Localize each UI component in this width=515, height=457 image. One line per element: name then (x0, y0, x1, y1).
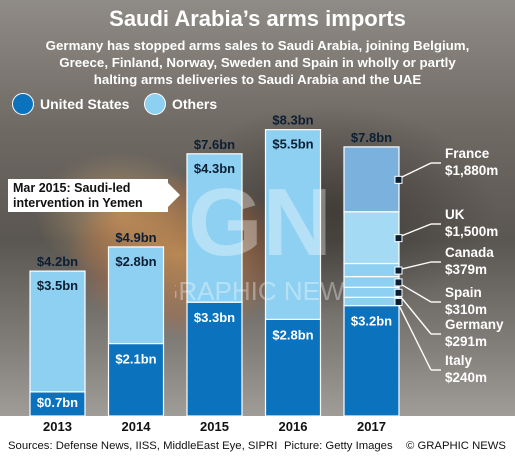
x-tick-label-2013: 2013 (43, 419, 72, 434)
copyright: © GRAPHIC NEWS (406, 440, 506, 452)
us-value-label-2014: $2.1bn (115, 352, 156, 367)
us-value-label-2016: $2.8bn (272, 327, 313, 342)
legend-swatch-others (144, 93, 166, 115)
legend-others: Others (144, 93, 218, 115)
callout-line: intervention in Yemen (13, 196, 143, 210)
bar-2017-france (343, 146, 400, 213)
x-axis: 2013 2014 2015 2016 2017 (0, 416, 515, 437)
breakdown-country-uk: UK (445, 207, 465, 222)
bar-2017-germany (343, 286, 400, 298)
breakdown-value-germany: $291m (445, 334, 487, 349)
connector-germany (396, 291, 432, 335)
bars-layer (29, 129, 400, 417)
bar-others-2013 (29, 270, 86, 393)
connector-italy (396, 301, 432, 371)
bar-2017-italy (343, 296, 400, 307)
sources-text: Sources: Defense News, IISS, MiddleEast … (8, 440, 278, 452)
callout-arrow (168, 183, 180, 207)
breakdown-country-france: France (445, 146, 490, 161)
breakdown-country-germany: Germany (445, 317, 504, 332)
breakdown-value-france: $1,880m (445, 163, 498, 178)
breakdown-value-italy: $240m (445, 370, 487, 385)
subtitle-line: halting arms deliveries to Saudi Arabia … (93, 72, 422, 87)
connector-uk (396, 223, 432, 239)
callout-line: Mar 2015: Saudi-led (13, 181, 131, 195)
yemen-intervention-callout: Mar 2015: Saudi-led intervention in Yeme… (8, 179, 168, 212)
bar-others-2015 (186, 153, 243, 303)
bar-2017-canada (343, 262, 400, 278)
picture-credit: Picture: Getty Images (284, 440, 393, 452)
breakdown-country-canada: Canada (445, 245, 494, 260)
breakdown-value-spain: $310m (445, 302, 487, 317)
explosion-fireball (0, 0, 515, 437)
us-value-label-2015: $3.3bn (194, 310, 235, 325)
connector-marker-canada (394, 266, 403, 275)
bar-others-2016 (264, 129, 322, 320)
others-value-label-2013: $3.5bn (37, 278, 78, 293)
connector-marker-uk (394, 234, 403, 243)
bar-chart: $3.5bn $0.7bn $4.2bn $2.8bn $2.1bn $4.9bn $4.3… (0, 112, 515, 437)
x-tick-label-2014: 2014 (122, 419, 152, 434)
total-label-2017: $7.8bn (351, 130, 392, 145)
bar-us-2013 (29, 391, 86, 417)
breakdown-country-spain: Spain (445, 285, 482, 300)
connector-france (396, 162, 432, 180)
breakdown-value-uk: $1,500m (445, 224, 498, 239)
connector-marker-germany (394, 288, 403, 297)
us-value-label-2017: $3.2bn (351, 314, 392, 329)
legend-label-others: Others (172, 96, 218, 112)
subtitle-line: Germany has stopped arms sales to Saudi … (45, 38, 470, 53)
connector-marker-spain (394, 278, 403, 287)
bar-us-2017 (343, 305, 400, 417)
total-label-2015: $7.6bn (194, 137, 235, 152)
connector-spain (396, 281, 432, 303)
connector-marker-italy (394, 297, 403, 306)
legend-label-us: United States (40, 96, 130, 112)
others-value-label-2016: $5.5bn (272, 137, 313, 152)
bar-2017-uk (343, 211, 400, 265)
total-label-2014: $4.9bn (115, 230, 156, 245)
x-tick-label-2017: 2017 (357, 419, 386, 434)
page-title: Saudi Arabia’s arms imports (109, 6, 406, 31)
breakdown-value-canada: $379m (445, 262, 487, 277)
us-value-label-2013: $0.7bn (37, 395, 78, 410)
connector-marker-france (394, 175, 403, 184)
footer: Sources: Defense News, IISS, MiddleEast … (0, 437, 515, 457)
bar-us-2014 (107, 342, 165, 417)
x-axis-band (0, 416, 515, 437)
others-value-label-2014: $2.8bn (115, 254, 156, 269)
bar-us-2016 (264, 318, 322, 417)
total-label-2013: $4.2bn (37, 254, 78, 269)
others-value-label-2015: $4.3bn (194, 161, 235, 176)
connector-canada (396, 261, 432, 271)
x-tick-label-2015: 2015 (200, 419, 229, 434)
bar-others-2014 (107, 246, 165, 345)
legend-swatch-us (12, 93, 34, 115)
total-label-2016: $8.3bn (272, 113, 313, 128)
subtitle: Germany has stopped arms sales to Saudi … (20, 37, 495, 88)
legend-united-states: United States (12, 93, 130, 115)
labels-layer: $3.5bn $0.7bn $4.2bn $2.8bn $2.1bn $4.9bn $4.3… (37, 113, 392, 410)
subtitle-line: Greece, Finland, Norway, Sweden and Spai… (59, 55, 456, 70)
breakdown-2017-layer: France $1,880m UK $1,500m Canada $379m Spain $3… (394, 146, 504, 385)
x-tick-label-2016: 2016 (279, 419, 308, 434)
breakdown-country-italy: Italy (445, 353, 473, 368)
bar-2017-spain (343, 275, 400, 288)
